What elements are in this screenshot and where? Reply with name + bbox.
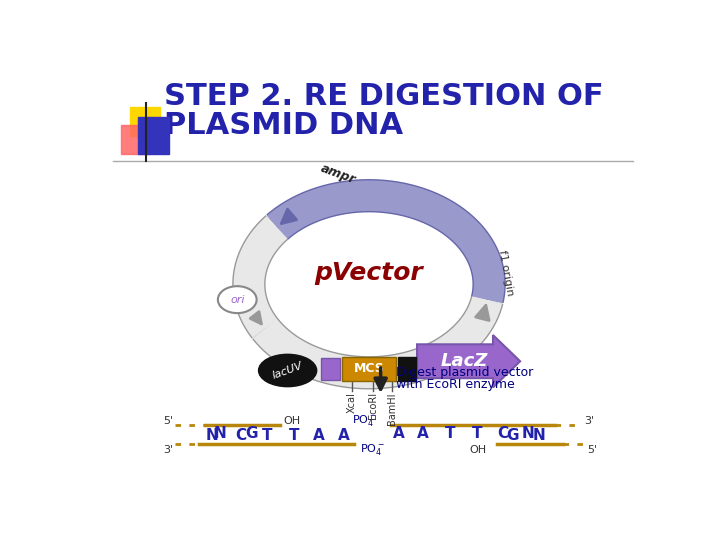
Text: T: T — [445, 426, 456, 441]
Text: C: C — [235, 428, 247, 443]
Text: pVector: pVector — [315, 261, 423, 285]
Text: LacZ: LacZ — [441, 352, 488, 370]
Text: T: T — [289, 428, 299, 443]
Bar — [130, 107, 160, 137]
Text: 3': 3' — [585, 416, 595, 426]
Text: with EcoRI enzyme: with EcoRI enzyme — [396, 378, 515, 391]
Text: 3': 3' — [163, 445, 174, 455]
Text: N: N — [206, 428, 219, 443]
Text: N: N — [521, 426, 534, 441]
Text: OH: OH — [284, 416, 301, 426]
Polygon shape — [417, 335, 520, 387]
Text: T: T — [472, 426, 482, 441]
Text: PO$_4^-$: PO$_4^-$ — [360, 442, 384, 457]
Text: PO$_4^-$: PO$_4^-$ — [352, 413, 377, 428]
Text: 5': 5' — [163, 416, 174, 426]
Text: XcaI: XcaI — [347, 392, 357, 413]
Bar — [342, 356, 396, 381]
Text: BamHI: BamHI — [387, 392, 397, 424]
Text: 5': 5' — [588, 445, 598, 455]
Text: C: C — [498, 426, 508, 441]
Ellipse shape — [258, 354, 317, 387]
Text: Digest plasmid vector: Digest plasmid vector — [396, 366, 534, 379]
Text: ori: ori — [230, 295, 245, 305]
Bar — [138, 117, 169, 154]
Text: lacUV: lacUV — [271, 360, 305, 381]
Text: OH: OH — [469, 445, 487, 455]
Text: T: T — [261, 428, 272, 443]
Text: f1 origin: f1 origin — [498, 249, 515, 296]
Text: N: N — [533, 428, 546, 443]
Text: N: N — [214, 426, 227, 441]
Text: A: A — [418, 426, 429, 441]
Text: A: A — [392, 426, 405, 441]
Text: MCS: MCS — [354, 362, 384, 375]
Ellipse shape — [218, 286, 256, 313]
Bar — [321, 358, 340, 380]
Text: G: G — [245, 426, 258, 441]
Text: PLASMID DNA: PLASMID DNA — [163, 111, 402, 140]
Bar — [398, 356, 415, 381]
Text: A: A — [338, 428, 350, 443]
Bar — [121, 125, 150, 154]
Text: G: G — [506, 428, 518, 443]
Text: ampr: ampr — [319, 162, 357, 186]
Text: A: A — [312, 428, 325, 443]
Text: STEP 2. RE DIGESTION OF: STEP 2. RE DIGESTION OF — [163, 82, 603, 111]
Text: EcoRI: EcoRI — [368, 392, 378, 419]
